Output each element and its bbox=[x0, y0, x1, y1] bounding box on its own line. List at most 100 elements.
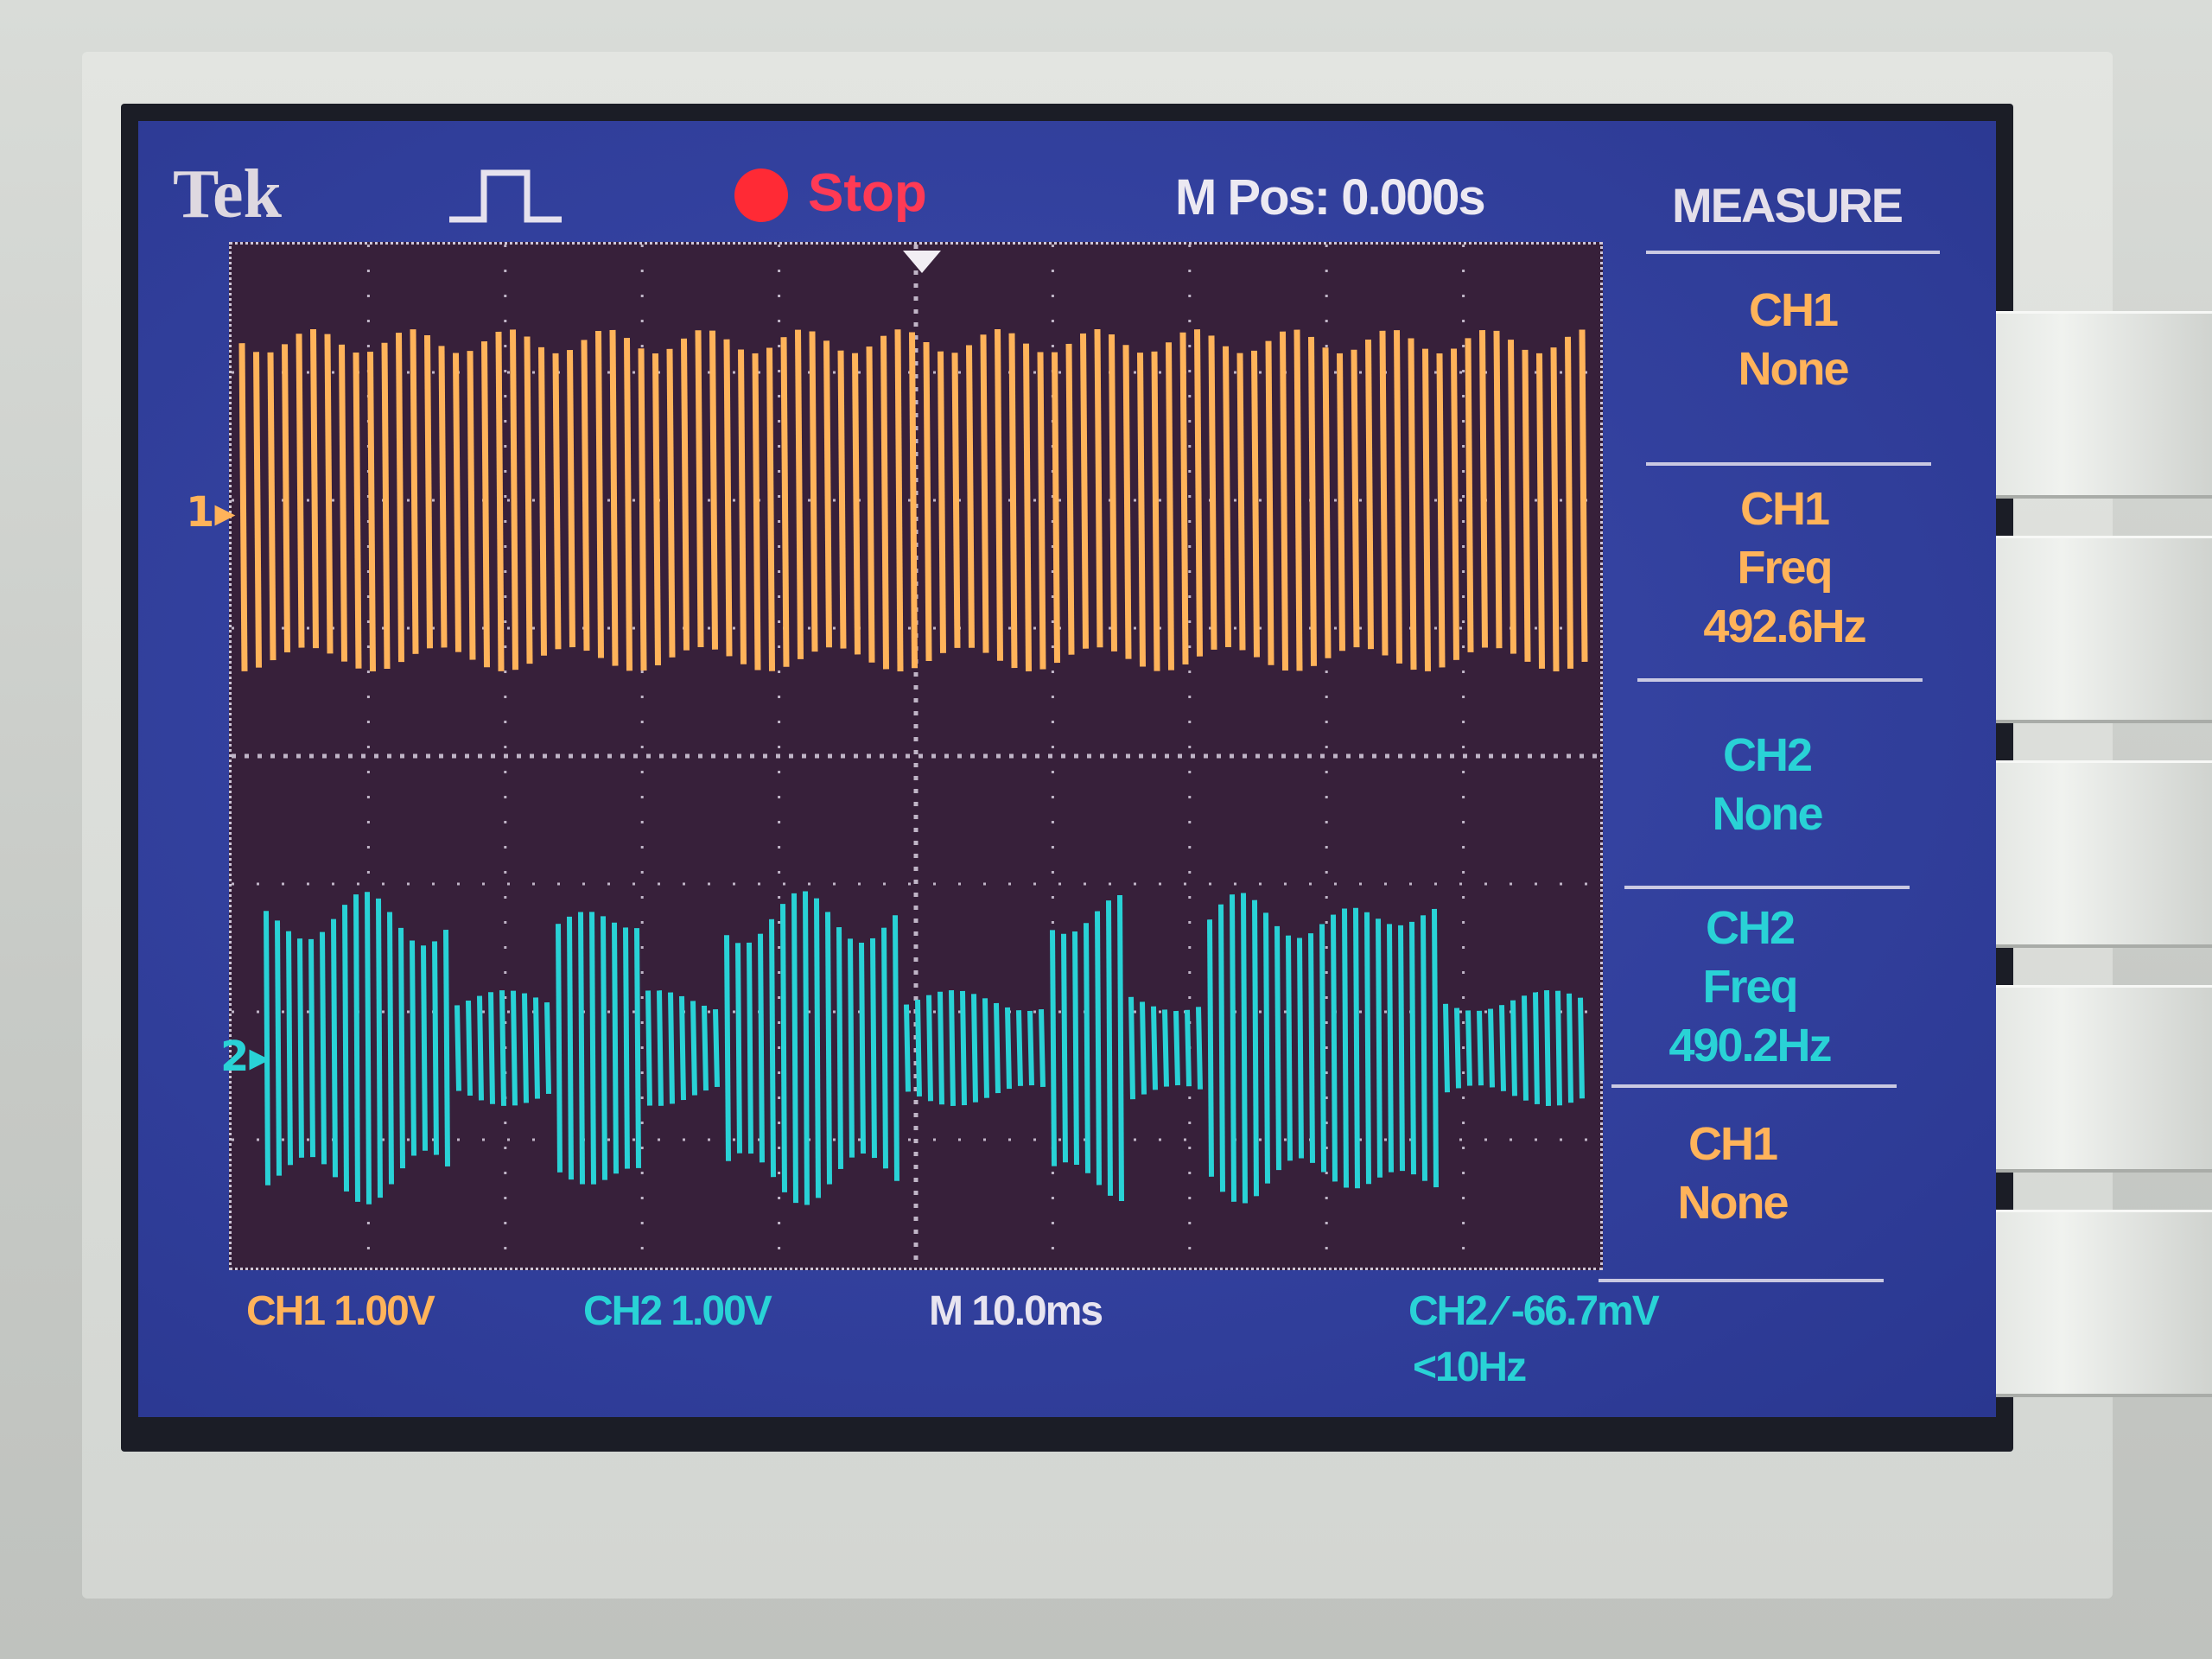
ch2-trace-segment bbox=[511, 990, 518, 1106]
ch1-trace-segment bbox=[738, 349, 747, 664]
ch2-trace-segment bbox=[1218, 904, 1225, 1192]
ch2-trace-segment bbox=[1331, 914, 1338, 1182]
ch2-trace-segment bbox=[791, 893, 798, 1204]
ch2-trace-segment bbox=[1454, 1007, 1461, 1089]
measure-slot-4[interactable]: CH2 Freq 490.2Hz bbox=[1624, 899, 1875, 1075]
ch2-trace-segment bbox=[971, 994, 978, 1103]
ch1-trace-segment bbox=[909, 332, 918, 669]
option-button-2[interactable] bbox=[1961, 536, 2212, 723]
slot-type: None bbox=[1712, 788, 1824, 840]
ch1-trace-segment bbox=[1422, 348, 1431, 671]
ch2-trace-segment bbox=[1376, 918, 1382, 1178]
measure-slot-2[interactable]: CH1 Freq 492.6Hz bbox=[1659, 480, 1910, 656]
ch2-trace-segment bbox=[1533, 992, 1540, 1104]
ch1-trace-segment bbox=[1308, 336, 1317, 666]
ch2-trace-segment bbox=[938, 991, 944, 1105]
run-status: Stop bbox=[808, 163, 927, 223]
ch2-trace-segment bbox=[320, 931, 327, 1165]
ch2-trace-segment bbox=[1409, 921, 1416, 1175]
ch2-trace-segment bbox=[1319, 924, 1326, 1173]
option-button-3[interactable] bbox=[1961, 760, 2212, 948]
option-button-1[interactable] bbox=[1961, 311, 2212, 499]
ch1-trace-segment bbox=[609, 329, 619, 666]
ch2-trace-segment bbox=[1465, 1010, 1472, 1086]
ch1-trace-segment bbox=[453, 353, 461, 652]
ch1-trace-segment bbox=[1579, 329, 1588, 662]
ch1-trace-segment bbox=[995, 329, 1003, 661]
measure-slot-1[interactable]: CH1 None bbox=[1668, 281, 1918, 398]
trigger-position-marker bbox=[903, 251, 941, 273]
ch2-trace-segment bbox=[556, 924, 563, 1173]
ch2-trace-segment bbox=[421, 945, 428, 1151]
waveform-graticule bbox=[229, 242, 1603, 1270]
ch1-trace-segment bbox=[1023, 343, 1032, 671]
ch2-trace-segment bbox=[1421, 915, 1427, 1181]
measure-slot-3[interactable]: CH2 None bbox=[1642, 726, 1892, 843]
option-button-5[interactable] bbox=[1961, 1210, 2212, 1397]
ch1-trace-segment bbox=[595, 330, 604, 658]
ch1-trace-segment bbox=[1080, 333, 1089, 649]
ch1-trace-segment bbox=[538, 346, 547, 656]
ch2-trace-segment bbox=[1016, 1010, 1023, 1086]
ch1-trace-segment bbox=[1052, 352, 1060, 664]
option-button-4[interactable] bbox=[1961, 985, 2212, 1173]
ch2-trace-segment bbox=[702, 1005, 709, 1091]
ch1-trace-segment bbox=[809, 331, 818, 652]
ch2-trace-segment bbox=[679, 995, 686, 1101]
ch2-trace-segment bbox=[1061, 933, 1068, 1163]
menu-separator bbox=[1646, 462, 1931, 466]
ch1-trace-segment bbox=[1565, 336, 1573, 669]
menu-separator bbox=[1624, 886, 1910, 889]
ch2-trace-segment bbox=[949, 989, 956, 1107]
measure-slot-5[interactable]: CH1 None bbox=[1607, 1115, 1858, 1232]
ch2-trace-segment bbox=[893, 915, 899, 1181]
ch2-trace-segment bbox=[724, 935, 731, 1161]
ch1-trace-segment bbox=[1536, 353, 1545, 669]
ch1-trace-segment bbox=[524, 336, 533, 664]
ch2-trace-segment bbox=[376, 898, 383, 1198]
ch1-trace-segment bbox=[1408, 338, 1417, 671]
ch1-trace-segment bbox=[1294, 329, 1303, 671]
ch2-trace-segment bbox=[601, 916, 607, 1180]
slot-channel: CH2 bbox=[1705, 902, 1796, 954]
ch2-trace-segment bbox=[488, 992, 495, 1104]
ch1-trace-segment bbox=[1166, 342, 1174, 671]
ch2-trace-segment bbox=[342, 905, 349, 1192]
ch2-trace-segment bbox=[1286, 935, 1293, 1161]
ch2-trace-segment bbox=[544, 1001, 551, 1095]
ch1-trace-segment bbox=[238, 343, 248, 671]
ch1-trace-segment bbox=[880, 335, 889, 670]
ch2-trace-segment bbox=[1353, 907, 1360, 1189]
ch2-trace-segment bbox=[567, 916, 574, 1180]
ch2-trace-segment bbox=[275, 920, 282, 1176]
ch1-trace-segment bbox=[938, 351, 946, 653]
ch2-trace-segment bbox=[454, 1005, 461, 1091]
waveform-display bbox=[232, 245, 1600, 1268]
slot-value: 492.6Hz bbox=[1703, 601, 1866, 652]
ch1-trace-segment bbox=[823, 340, 832, 648]
ch2-scale: CH2 1.00V bbox=[583, 1288, 772, 1334]
ch2-trace-segment bbox=[960, 990, 967, 1106]
ch2-trace-segment bbox=[1140, 1001, 1147, 1095]
ch2-trace-segment bbox=[443, 930, 450, 1166]
ch1-trace-segment bbox=[339, 344, 347, 662]
ch2-trace-segment bbox=[297, 938, 304, 1158]
slot-channel: CH1 bbox=[1748, 284, 1839, 336]
ch1-trace-segment bbox=[1322, 347, 1332, 658]
brand-logo: Tek bbox=[173, 156, 283, 232]
ch2-trace-segment bbox=[915, 1000, 922, 1096]
trigger-readout: CH2 ∕ -66.7mV bbox=[1408, 1288, 1660, 1334]
ch2-trace-segment bbox=[410, 940, 416, 1156]
stop-dot-icon bbox=[734, 168, 788, 222]
ch2-trace-segment bbox=[735, 943, 742, 1154]
ch2-trace-segment bbox=[1241, 893, 1248, 1204]
ch2-trace-segment bbox=[904, 1004, 911, 1092]
ch2-trace-segment bbox=[848, 938, 855, 1158]
ch2-trace-segment bbox=[1499, 1005, 1506, 1091]
menu-separator bbox=[1637, 678, 1923, 682]
ch2-trace-segment bbox=[477, 995, 484, 1101]
ch1-trace-segment bbox=[1094, 328, 1103, 648]
ch1-trace-segment bbox=[1351, 349, 1360, 648]
ch2-trace-segment bbox=[264, 911, 270, 1185]
ch2-trace-segment bbox=[1510, 1000, 1517, 1096]
